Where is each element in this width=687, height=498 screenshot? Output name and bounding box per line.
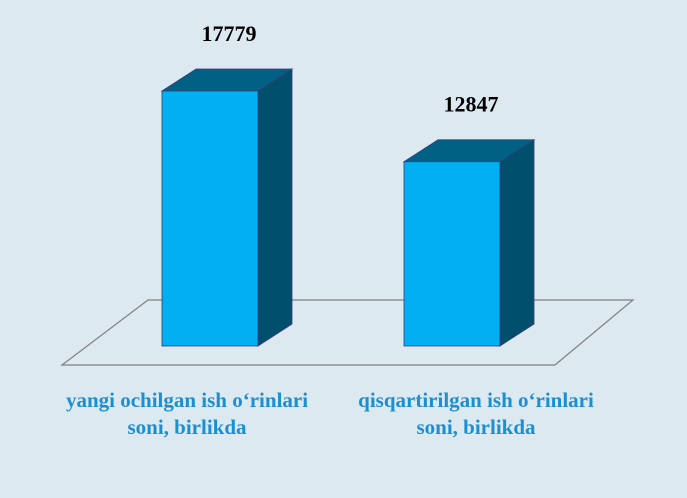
bar	[403, 161, 501, 347]
bar-side	[257, 68, 293, 347]
value-label: 17779	[202, 21, 257, 46]
floor	[60, 299, 635, 366]
bar	[161, 90, 259, 347]
category-label: yangi ochilgan ish o‘rinlari soni, birli…	[65, 388, 309, 439]
bar-side	[499, 139, 535, 347]
value-label: 12847	[444, 92, 499, 117]
category-label: qisqartirilgan ish o‘rinlari soni, birli…	[358, 388, 594, 439]
